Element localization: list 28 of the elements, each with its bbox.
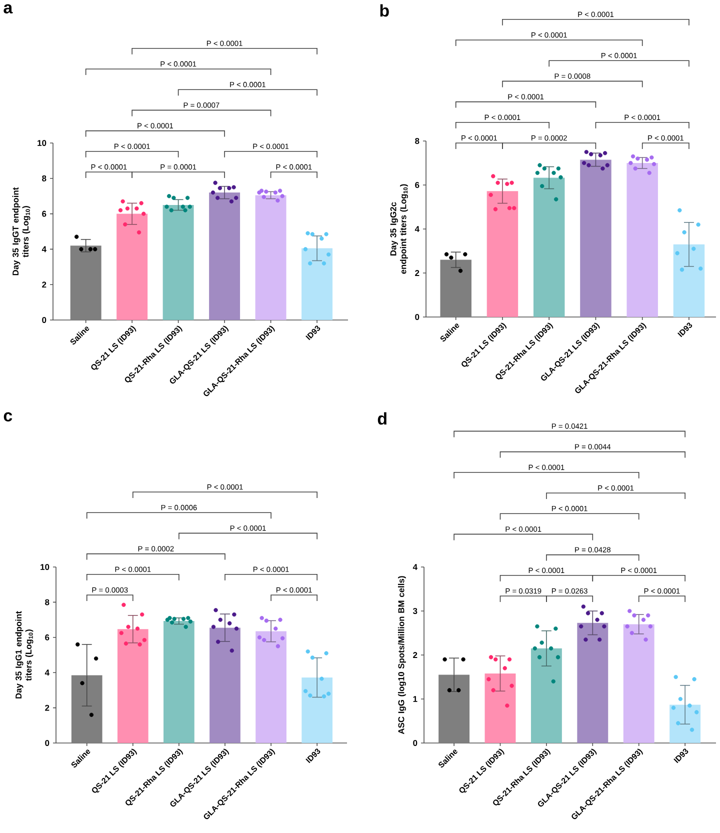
y-axis-title: Day 35 IgG2c endpoint titers (Log$_{10}$) [390,184,408,274]
y-tick-label: 2 [413,652,418,658]
y-tick-label: 0 [415,314,420,320]
y-tick-label: 1 [413,696,418,702]
y-tick-label: 0 [42,317,46,323]
y-tick-label: 8 [42,175,46,182]
y-tick-label: 10 [40,564,50,570]
y-tick-label: 8 [415,138,420,144]
chart-title: b [380,4,389,17]
y-tick-label: 4 [42,246,46,252]
chart-title: d [378,412,386,425]
y-tick-label: 2 [42,282,46,288]
y-tick-label: 6 [42,210,46,217]
y-tick-label: 6 [45,634,50,640]
y-tick-label: 3 [412,608,418,614]
chart-title: c [4,412,12,422]
y-tick-label: 4 [414,226,420,232]
y-tick-label: 8 [45,599,50,606]
y-tick-label: 10 [38,140,46,146]
y-tick-label: 2 [45,704,50,711]
chart-title: a [4,4,13,14]
y-tick-label: 2 [415,270,420,276]
y-axis-title: ASC IgG (log10 Spots/Million BM cells) [398,576,406,734]
y-tick-label: 4 [44,670,50,676]
y-tick-label: 6 [415,182,420,188]
y-tick-label: 4 [412,564,418,570]
y-tick-label: 0 [413,740,418,746]
y-tick-label: 0 [45,740,50,746]
